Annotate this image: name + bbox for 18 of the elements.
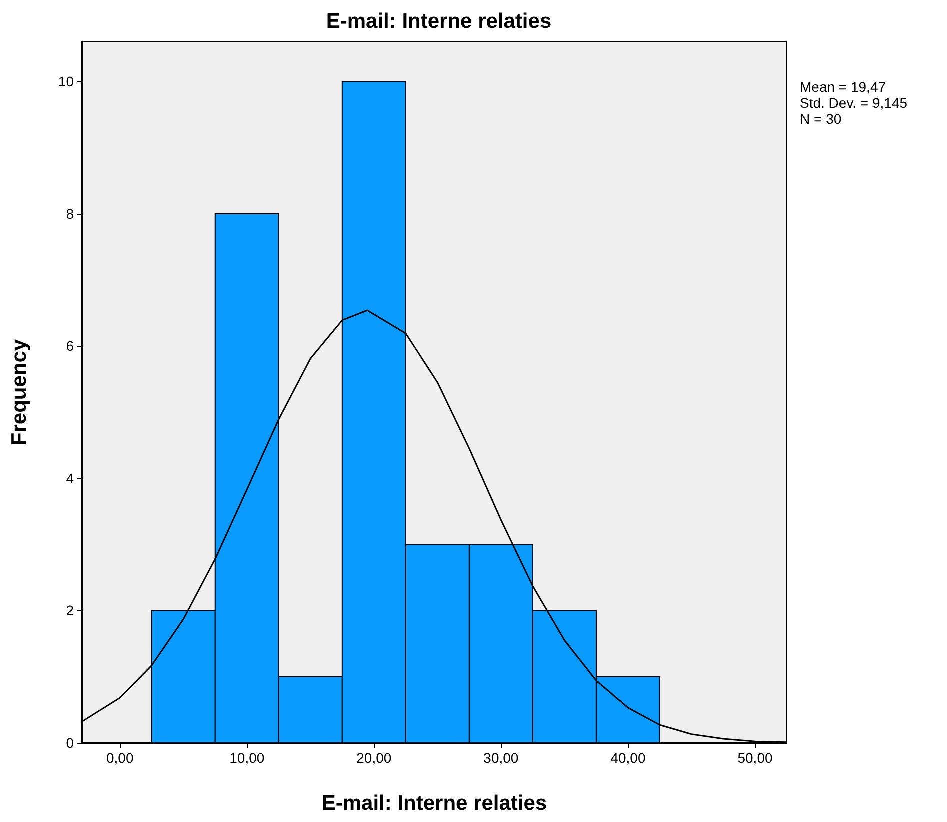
x-tick-label: 0,00 — [106, 750, 134, 766]
text: Mean = 19,47 — [800, 79, 886, 95]
y-axis-title: Frequency — [8, 339, 31, 446]
y-tick-label: 2 — [66, 602, 74, 619]
y-tick-label: 10 — [58, 74, 74, 90]
x-tick-label: 40,00 — [610, 750, 646, 766]
text: N = 30 — [800, 111, 842, 127]
y-tick-label: 0 — [66, 735, 74, 751]
chart-title: E-mail: Interne relaties — [326, 10, 552, 33]
y-tick-label: 4 — [66, 470, 74, 486]
y-tick-label: 6 — [66, 338, 74, 354]
x-tick-label: 10,00 — [230, 750, 265, 766]
x-tick-label: 50,00 — [738, 750, 773, 766]
y-tick-label: 8 — [66, 206, 74, 222]
x-tick-label: 20,00 — [356, 750, 392, 766]
x-tick-label: 30,00 — [484, 750, 519, 766]
x-axis-title: E-mail: Interne relaties — [322, 792, 548, 815]
text: Std. Dev. = 9,145 — [800, 95, 908, 111]
